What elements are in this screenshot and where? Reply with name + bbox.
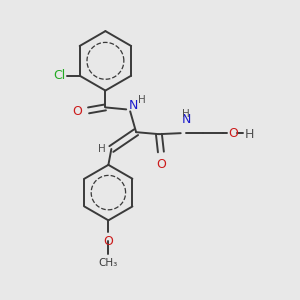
Text: O: O	[103, 235, 113, 248]
Text: H: H	[245, 128, 254, 141]
Text: CH₃: CH₃	[99, 258, 118, 268]
Text: N: N	[129, 99, 139, 112]
Text: O: O	[72, 105, 82, 118]
Text: H: H	[138, 95, 146, 106]
Text: N: N	[182, 113, 191, 126]
Text: H: H	[98, 144, 105, 154]
Text: H: H	[182, 109, 190, 119]
Text: Cl: Cl	[54, 69, 66, 82]
Text: O: O	[228, 127, 238, 140]
Text: O: O	[156, 158, 166, 171]
